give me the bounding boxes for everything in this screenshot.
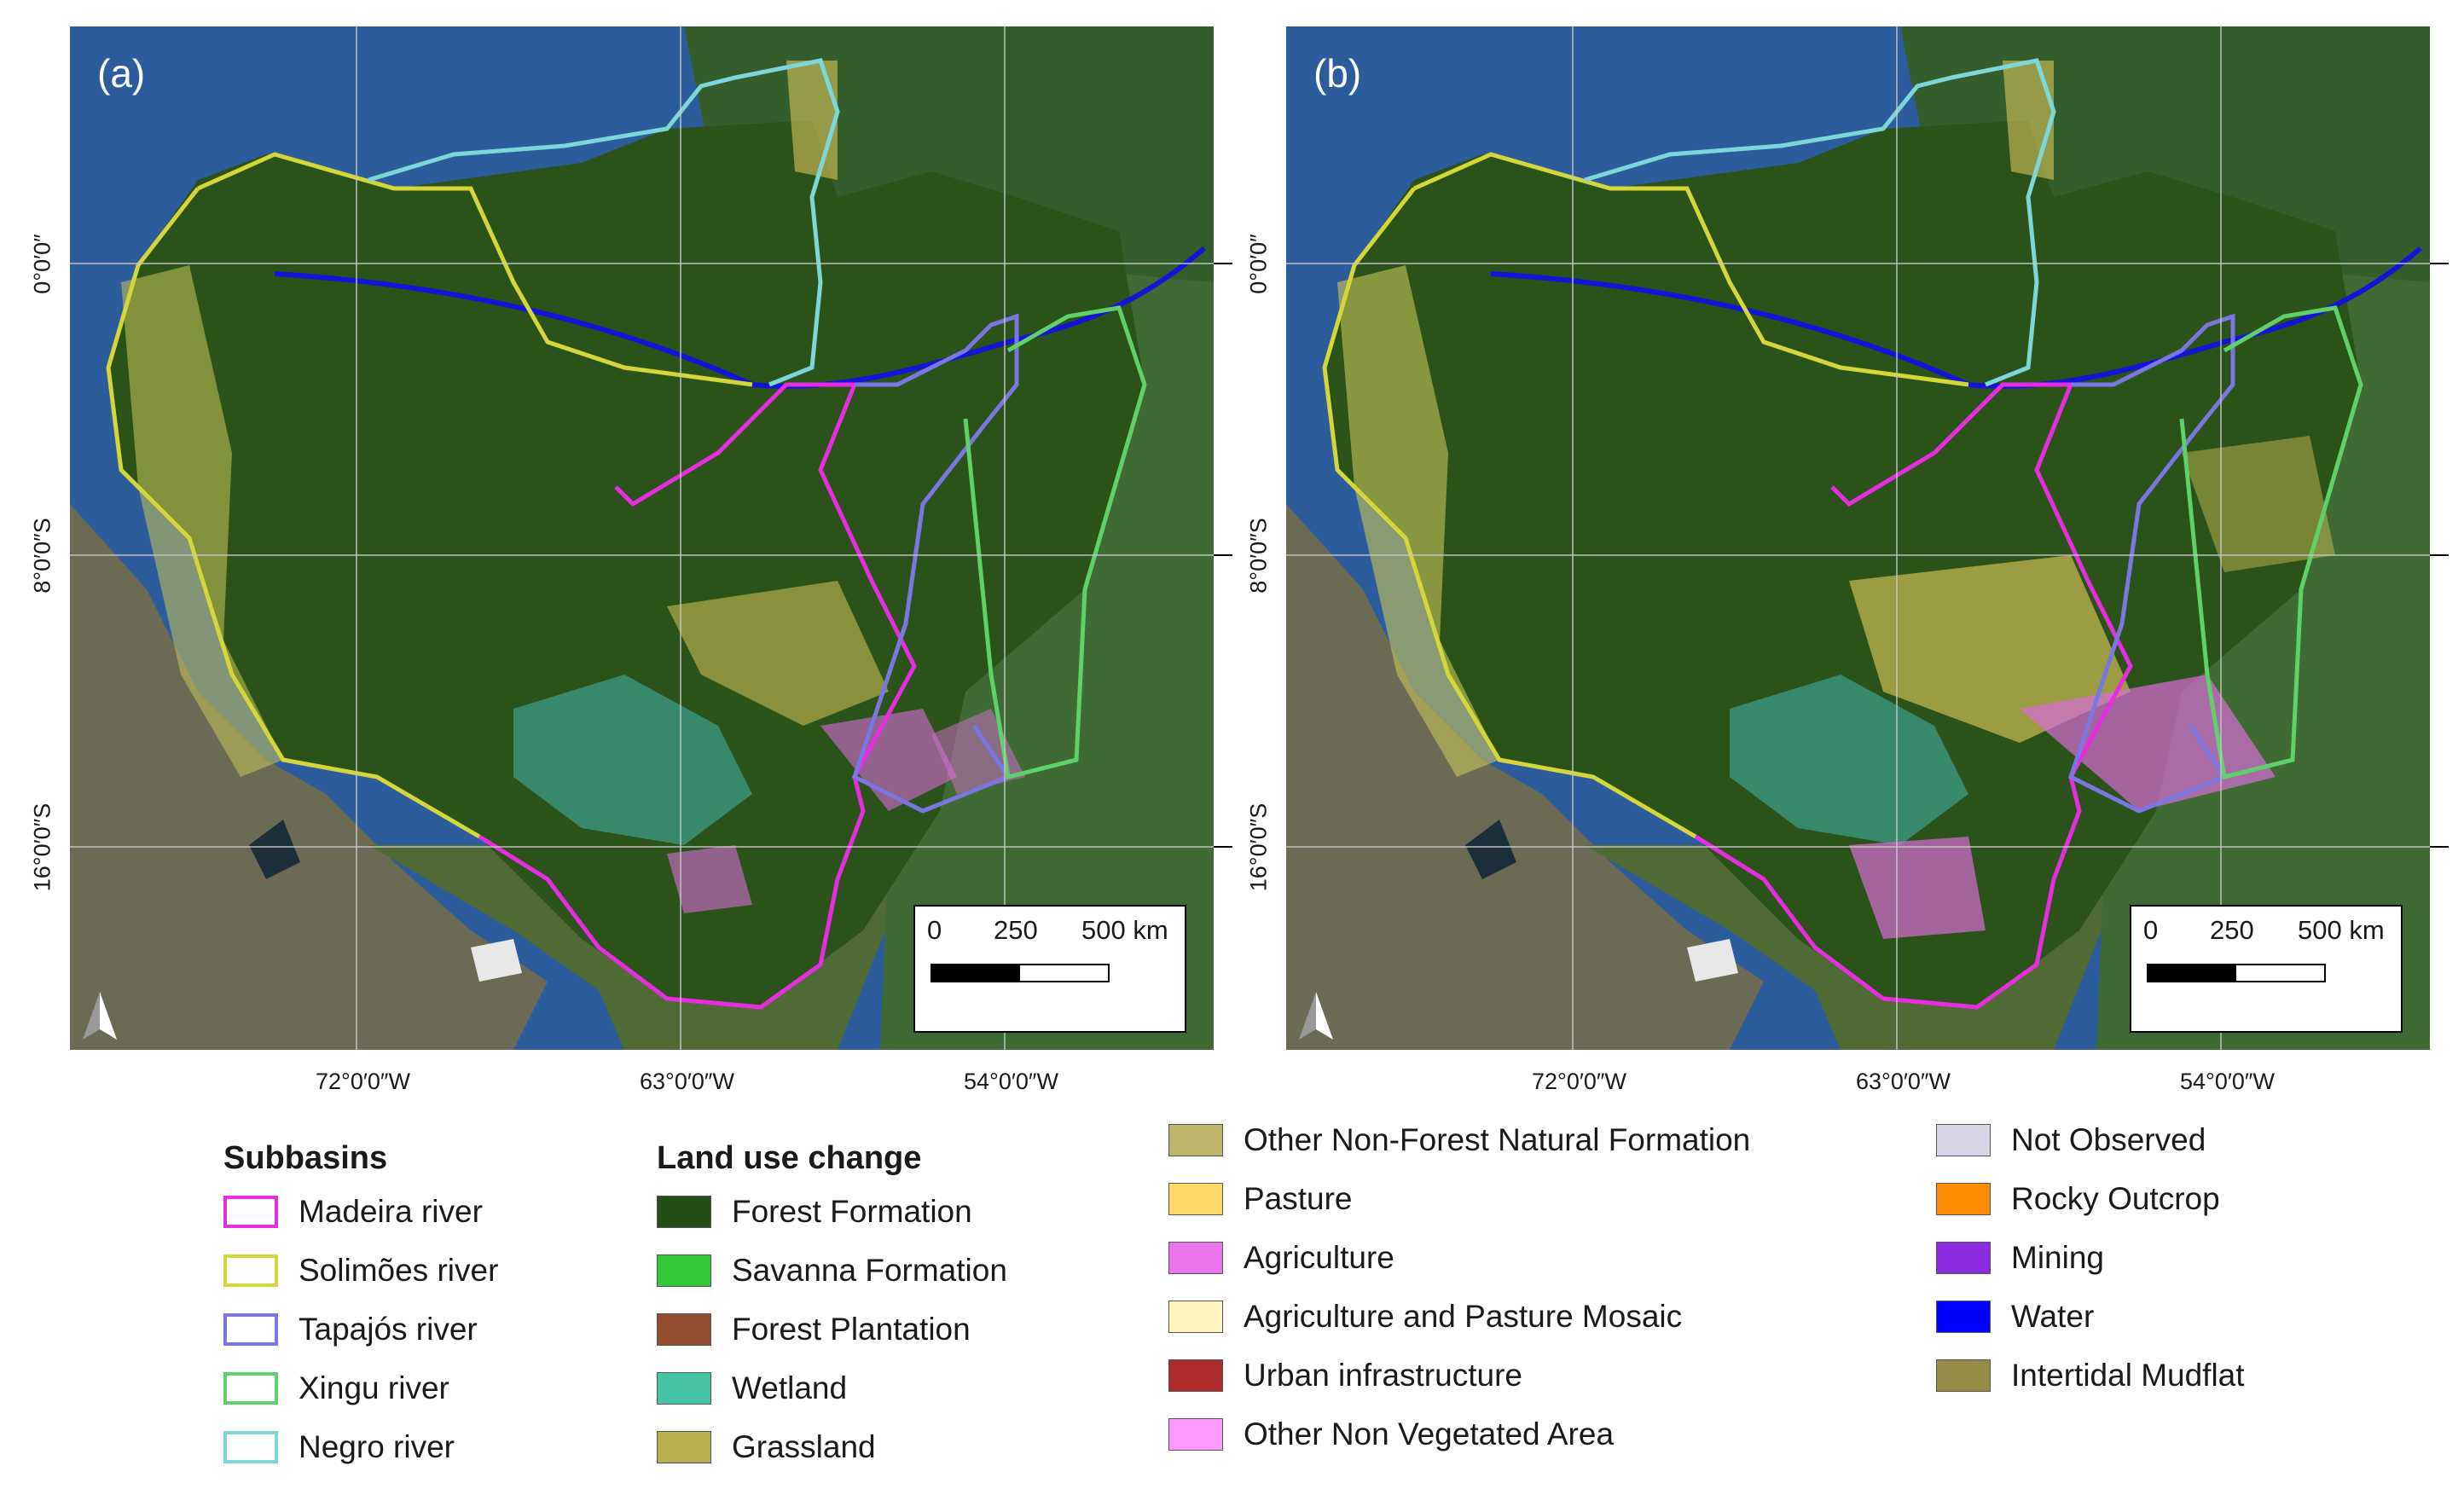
- x-tick-a-63w: 63°0′0″W: [640, 1069, 734, 1094]
- legend-item-mining: Mining: [1936, 1228, 2245, 1287]
- legend-swatch: [1168, 1300, 1223, 1333]
- legend-item-agriculture-and-pasture-mosaic: Agriculture and Pasture Mosaic: [1168, 1287, 1750, 1346]
- basin-map-a: [70, 26, 1214, 1050]
- legend-swatch: [1936, 1123, 1991, 1156]
- legend-swatch: [1168, 1123, 1223, 1156]
- legend-swatch: [223, 1254, 278, 1287]
- legend-item-rocky-outcrop: Rocky Outcrop: [1936, 1169, 2245, 1228]
- legend-item-solim-es-river: Solimões river: [223, 1241, 498, 1300]
- x-tick-b-63w: 63°0′0″W: [1856, 1069, 1951, 1094]
- legend-item-grassland: Grassland: [657, 1417, 1007, 1476]
- x-tick-b-72w: 72°0′0″W: [1532, 1069, 1626, 1094]
- legend-title-land-use: Land use change: [657, 1140, 922, 1176]
- x-tick-a-54w: 54°0′0″W: [964, 1069, 1058, 1094]
- legend-swatch: [1168, 1359, 1223, 1392]
- legend-item-madeira-river: Madeira river: [223, 1182, 498, 1241]
- legend-land-use-col3: Not Observed Rocky Outcrop Mining Water Inte…: [1936, 1110, 2245, 1405]
- legend-item-other-non-vegetated-area: Other Non Vegetated Area: [1168, 1405, 1750, 1463]
- scalebar-label-500: 500 km: [1081, 915, 1168, 945]
- legend-item-urban-infrastructure: Urban infrastructure: [1168, 1346, 1750, 1405]
- north-arrow-icon: [83, 992, 117, 1040]
- legend-label: Madeira river: [299, 1193, 483, 1229]
- legend-label: Wetland: [732, 1370, 848, 1405]
- legend-land-use-col2: Other Non-Forest Natural Formation Pastur…: [1168, 1110, 1750, 1463]
- legend-label: Not Observed: [2011, 1121, 2206, 1157]
- y-tick-a-16s: 16°0′0″S: [29, 802, 55, 892]
- y-tick-b-16s: 16°0′0″S: [1245, 802, 1272, 892]
- legend-label: Agriculture and Pasture Mosaic: [1244, 1298, 1683, 1334]
- legend-label: Pasture: [1244, 1180, 1353, 1216]
- scalebar-b: 0 250 500 km: [2130, 905, 2403, 1033]
- legend-swatch: [1936, 1182, 1991, 1215]
- legend-swatch: [223, 1430, 278, 1463]
- legend-swatch: [223, 1371, 278, 1405]
- legend-label: Forest Formation: [732, 1193, 972, 1229]
- legend-label: Water: [2011, 1298, 2095, 1334]
- legend-swatch: [223, 1195, 278, 1228]
- north-arrow-icon: [1299, 992, 1333, 1040]
- legend-item-not-observed: Not Observed: [1936, 1110, 2245, 1169]
- legend-label: Urban infrastructure: [1244, 1357, 1522, 1393]
- legend-swatch: [1168, 1182, 1223, 1215]
- legend-title-subbasins: Subbasins: [223, 1140, 388, 1176]
- legend-label: Intertidal Mudflat: [2011, 1357, 2245, 1393]
- legend-swatch: [657, 1195, 711, 1228]
- panel-label-a: (a): [97, 51, 146, 96]
- legend-label: Mining: [2011, 1239, 2104, 1275]
- legend-label: Grassland: [732, 1428, 876, 1464]
- legend-swatch: [1936, 1359, 1991, 1392]
- legend-swatch: [1936, 1300, 1991, 1333]
- legend-subbasins: Subbasins Madeira river Solimões river Tap…: [223, 1134, 498, 1476]
- legend-swatch: [657, 1312, 711, 1346]
- legend-item-forest-plantation: Forest Plantation: [657, 1300, 1007, 1359]
- legend-item-water: Water: [1936, 1287, 2245, 1346]
- panel-label-b: (b): [1313, 51, 1362, 96]
- legend-label: Agriculture: [1244, 1239, 1394, 1275]
- scalebar-a: 0 250 500 km: [913, 905, 1186, 1033]
- scalebar-label-250: 250: [2210, 915, 2254, 945]
- y-tick-a-0: 0°0′0″: [29, 234, 55, 294]
- legend-label: Rocky Outcrop: [2011, 1180, 2220, 1216]
- scalebar-label-500: 500 km: [2298, 915, 2385, 945]
- y-tick-b-8s: 8°0′0″S: [1245, 518, 1272, 594]
- legend-item-tapaj-s-river: Tapajós river: [223, 1300, 498, 1359]
- legend-label: Savanna Formation: [732, 1252, 1007, 1288]
- map-panel-b: (b) 0 250 500 km: [1286, 26, 2430, 1050]
- legend-label: Negro river: [299, 1428, 455, 1464]
- legend-label: Solimões river: [299, 1252, 499, 1288]
- legend-item-wetland: Wetland: [657, 1359, 1007, 1417]
- legend-swatch: [1168, 1417, 1223, 1451]
- basin-map-b: [1286, 26, 2430, 1050]
- legend-swatch: [657, 1254, 711, 1287]
- legend-item-pasture: Pasture: [1168, 1169, 1750, 1228]
- scalebar-label-0: 0: [927, 915, 942, 945]
- legend-item-agriculture: Agriculture: [1168, 1228, 1750, 1287]
- x-tick-a-72w: 72°0′0″W: [316, 1069, 410, 1094]
- scalebar-label-250: 250: [994, 915, 1038, 945]
- legend-item-other-non-forest-natural-formation: Other Non-Forest Natural Formation: [1168, 1110, 1750, 1169]
- legend-item-forest-formation: Forest Formation: [657, 1182, 1007, 1241]
- legend-item-intertidal-mudflat: Intertidal Mudflat: [1936, 1346, 2245, 1405]
- legend-item-savanna-formation: Savanna Formation: [657, 1241, 1007, 1300]
- legend-swatch: [1936, 1241, 1991, 1274]
- y-tick-b-0: 0°0′0″: [1245, 234, 1272, 294]
- x-tick-b-54w: 54°0′0″W: [2180, 1069, 2275, 1094]
- legend-label: Forest Plantation: [732, 1311, 971, 1347]
- legend-swatch: [657, 1430, 711, 1463]
- legend-swatch: [1168, 1241, 1223, 1274]
- scalebar-label-0: 0: [2143, 915, 2159, 945]
- legend-item-xingu-river: Xingu river: [223, 1359, 498, 1417]
- legend-label: Other Non Vegetated Area: [1244, 1416, 1615, 1451]
- legend-swatch: [657, 1371, 711, 1405]
- map-panel-a: (a) 0 250 500 km: [70, 26, 1214, 1050]
- legend-swatch: [223, 1312, 278, 1346]
- legend-land-use-col1: Land use change Forest Formation Savanna …: [657, 1134, 1007, 1476]
- legend-label: Xingu river: [299, 1370, 449, 1405]
- y-tick-a-8s: 8°0′0″S: [29, 518, 55, 594]
- legend-item-negro-river: Negro river: [223, 1417, 498, 1476]
- legend-label: Tapajós river: [299, 1311, 478, 1347]
- legend-label: Other Non-Forest Natural Formation: [1244, 1121, 1751, 1157]
